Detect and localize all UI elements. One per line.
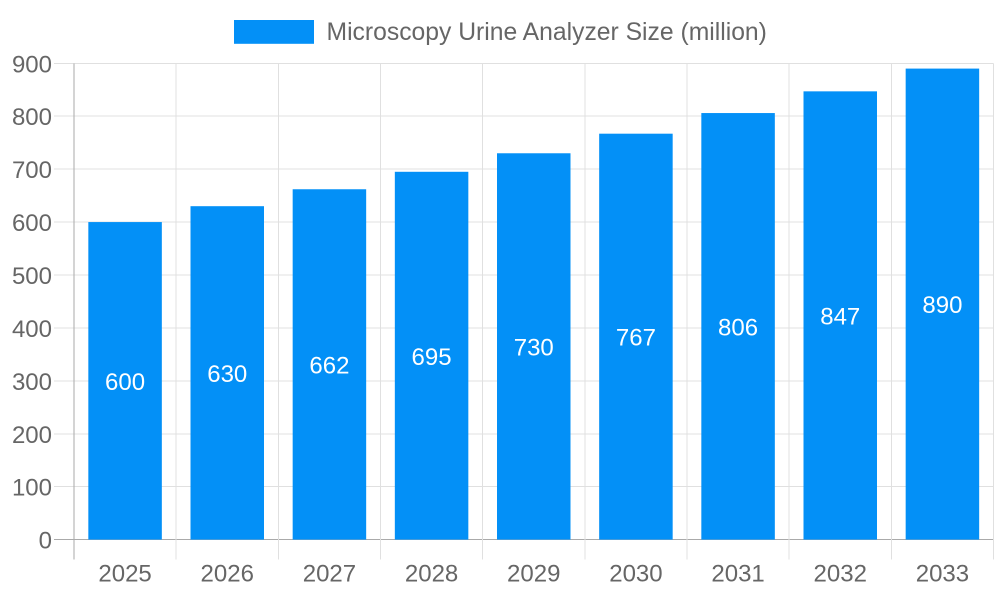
svg-text:2026: 2026 [201,561,254,588]
svg-text:2027: 2027 [303,561,356,588]
svg-text:2025: 2025 [98,561,151,588]
svg-text:2028: 2028 [405,561,458,588]
svg-text:0: 0 [39,528,52,555]
svg-text:800: 800 [12,104,52,131]
svg-text:2033: 2033 [916,561,969,588]
svg-text:662: 662 [309,353,349,380]
svg-text:700: 700 [12,157,52,184]
svg-text:Microscopy Urine Analyzer Size: Microscopy Urine Analyzer Size (million) [327,19,767,46]
svg-text:806: 806 [718,314,758,341]
svg-text:2030: 2030 [609,561,662,588]
svg-text:767: 767 [616,325,656,352]
svg-text:630: 630 [207,361,247,388]
svg-text:300: 300 [12,369,52,396]
svg-text:100: 100 [12,475,52,502]
svg-text:600: 600 [12,210,52,237]
svg-text:600: 600 [105,369,145,396]
svg-text:695: 695 [412,344,452,371]
svg-text:200: 200 [12,422,52,449]
svg-text:2032: 2032 [814,561,867,588]
svg-text:400: 400 [12,316,52,343]
svg-text:900: 900 [12,51,52,78]
svg-text:847: 847 [820,304,860,331]
svg-text:2029: 2029 [507,561,560,588]
svg-text:500: 500 [12,263,52,290]
svg-text:890: 890 [922,292,962,319]
svg-text:2031: 2031 [711,561,764,588]
svg-text:730: 730 [514,335,554,362]
